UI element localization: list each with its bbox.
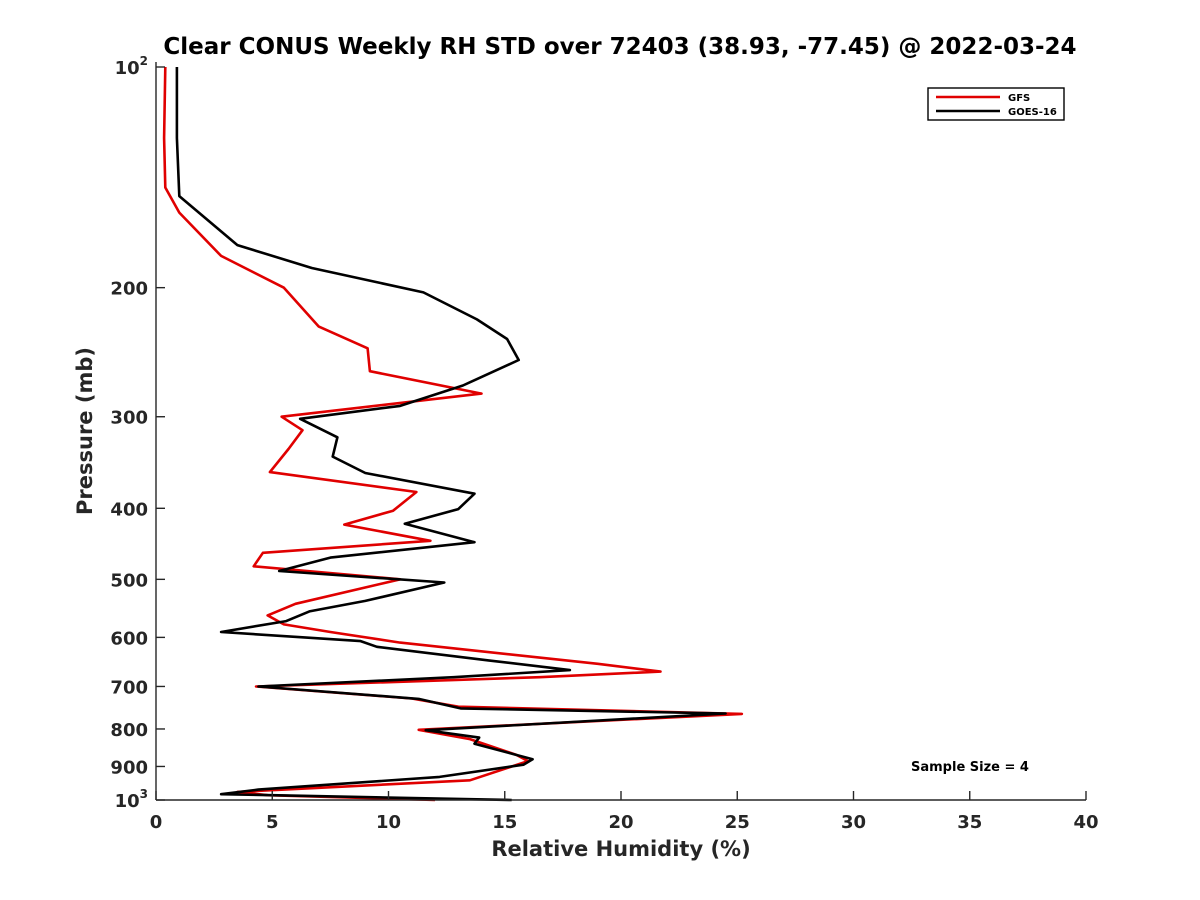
y-tick-label: 700 bbox=[110, 677, 148, 698]
y-tick-label-exponent: 3 bbox=[140, 787, 148, 801]
y-tick-label-base: 200 bbox=[110, 279, 148, 300]
x-tick-label: 40 bbox=[1073, 812, 1098, 833]
y-tick-label-base: 10 bbox=[115, 791, 140, 812]
x-ticks: 0 5 10 15 20 25 30 35 40 bbox=[150, 791, 1099, 833]
y-tick-label-base: 300 bbox=[110, 408, 148, 429]
x-tick-label: 0 bbox=[150, 812, 163, 833]
x-tick-label: 15 bbox=[492, 812, 517, 833]
x-tick-label: 10 bbox=[376, 812, 401, 833]
y-tick-label: 900 bbox=[110, 757, 148, 778]
series-line-gfs bbox=[162, 66, 744, 802]
y-tick-label: 600 bbox=[110, 628, 148, 649]
series-line-goes16 bbox=[175, 67, 727, 802]
x-axis-label: Relative Humidity (%) bbox=[491, 837, 750, 861]
series-lines bbox=[162, 66, 744, 802]
legend-label-gfs: GFS bbox=[1008, 93, 1030, 104]
y-tick-label: 102 bbox=[115, 54, 148, 79]
y-tick-label: 400 bbox=[110, 499, 148, 520]
x-tick-label: 35 bbox=[957, 812, 982, 833]
y-tick-label-base: 500 bbox=[110, 570, 148, 591]
y-tick-label: 500 bbox=[110, 570, 148, 591]
x-tick-label: 25 bbox=[725, 812, 750, 833]
legend-box bbox=[927, 87, 1065, 121]
y-tick-label: 103 bbox=[115, 787, 148, 812]
legend-label-goes16: GOES-16 bbox=[1008, 107, 1057, 118]
legend: GFS GOES-16 bbox=[927, 87, 1065, 121]
y-tick-label-base: 800 bbox=[110, 720, 148, 741]
y-tick-label-base: 600 bbox=[110, 628, 148, 649]
chart-title: Clear CONUS Weekly RH STD over 72403 (38… bbox=[163, 34, 1076, 60]
y-tick-label: 800 bbox=[110, 720, 148, 741]
x-tick-label: 20 bbox=[608, 812, 633, 833]
y-tick-label-base: 400 bbox=[110, 499, 148, 520]
y-tick-label-base: 700 bbox=[110, 677, 148, 698]
y-tick-label-base: 900 bbox=[110, 757, 148, 778]
y-tick-label: 300 bbox=[110, 408, 148, 429]
sample-size-annotation: Sample Size = 4 bbox=[911, 760, 1029, 775]
y-tick-label-base: 10 bbox=[115, 58, 140, 79]
y-axis-label: Pressure (mb) bbox=[73, 347, 97, 515]
y-tick-label-exponent: 2 bbox=[140, 54, 148, 68]
y-tick-label: 200 bbox=[110, 279, 148, 300]
x-tick-label: 30 bbox=[841, 812, 866, 833]
x-tick-label: 5 bbox=[266, 812, 279, 833]
